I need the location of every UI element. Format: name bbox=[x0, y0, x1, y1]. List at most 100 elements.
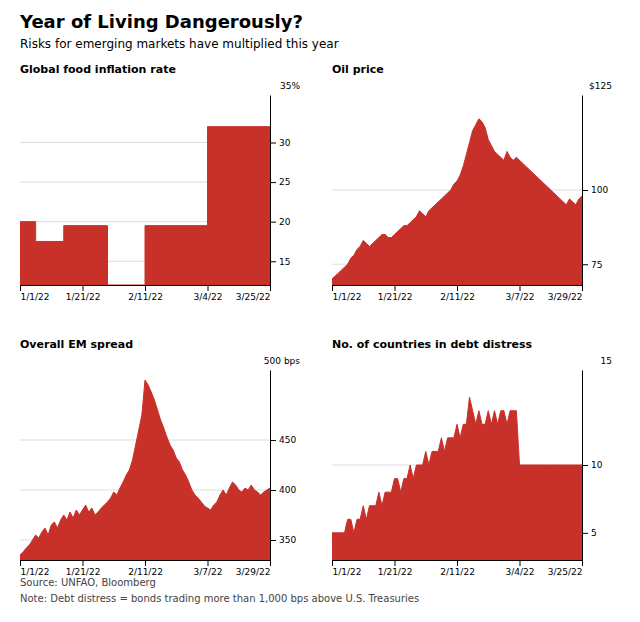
tick-label: 1/1/22 bbox=[21, 292, 50, 302]
tick: 3/4/22 bbox=[506, 560, 535, 577]
x-axis: 1/1/22 1/21/22 2/11/22 3/7/22 3/29/22 bbox=[333, 285, 583, 302]
tick-label: 100 bbox=[591, 185, 608, 195]
y-axis: 75 100 bbox=[582, 96, 608, 286]
tick-mark bbox=[270, 560, 271, 566]
tick-mark bbox=[20, 560, 21, 566]
tick-mark bbox=[520, 285, 521, 291]
tick-label: 15 bbox=[279, 257, 290, 267]
tick: 3/7/22 bbox=[194, 560, 223, 577]
tick-label: 1/21/22 bbox=[66, 567, 101, 577]
tick-mark bbox=[270, 222, 276, 223]
y-axis: 15202530 bbox=[270, 96, 291, 286]
tick-label: 1/1/22 bbox=[333, 567, 362, 577]
tick-label: 75 bbox=[591, 260, 602, 270]
tick-label: 10 bbox=[591, 460, 603, 470]
note: Note: Debt distress = bonds trading more… bbox=[20, 593, 419, 604]
line bbox=[20, 127, 270, 285]
tick-label: 3/7/22 bbox=[194, 567, 223, 577]
tick: 1/1/22 bbox=[333, 560, 362, 577]
y-label: 15 bbox=[601, 356, 612, 366]
tick: 20 bbox=[270, 217, 291, 227]
tick-label: 20 bbox=[279, 217, 291, 227]
tick-label: 1/21/22 bbox=[378, 567, 413, 577]
y-axis: 510 bbox=[582, 371, 603, 561]
tick: 25 bbox=[270, 177, 290, 187]
y-label: $125 bbox=[589, 81, 612, 91]
tick-mark bbox=[395, 285, 396, 291]
marks bbox=[332, 119, 582, 285]
tick-mark bbox=[332, 285, 333, 291]
tick-label: 1/21/22 bbox=[66, 292, 101, 302]
tick-label: 3/25/22 bbox=[236, 292, 271, 302]
title: Year of Living Dangerously? bbox=[19, 11, 303, 32]
y-label: 500 bps bbox=[264, 356, 300, 366]
tick-mark bbox=[270, 143, 276, 144]
tick: 1/1/22 bbox=[21, 560, 50, 577]
area bbox=[332, 397, 582, 560]
axis-line bbox=[270, 96, 271, 286]
tick: 100 bbox=[582, 185, 608, 195]
tick-mark bbox=[208, 285, 209, 291]
tick: 2/11/22 bbox=[440, 285, 475, 302]
tick: 1/21/22 bbox=[66, 560, 101, 577]
tick-mark bbox=[270, 490, 276, 491]
tick: 3/7/22 bbox=[506, 285, 535, 302]
tick-label: 2/11/22 bbox=[440, 567, 475, 577]
tick-mark bbox=[270, 540, 276, 541]
marks bbox=[20, 127, 270, 285]
tick: 3/29/22 bbox=[548, 285, 583, 302]
tick-label: 3/29/22 bbox=[236, 567, 271, 577]
tick-mark bbox=[582, 533, 588, 534]
tick: 450 bbox=[270, 435, 296, 445]
tick: 2/11/22 bbox=[128, 560, 163, 577]
tick: 1/21/22 bbox=[378, 285, 413, 302]
tick-label: 400 bbox=[279, 485, 296, 495]
tick-mark bbox=[582, 264, 588, 265]
tick-mark bbox=[582, 285, 583, 291]
tick-mark bbox=[270, 182, 276, 183]
tick-mark bbox=[582, 465, 588, 466]
tick: 2/11/22 bbox=[440, 560, 475, 577]
tick-label: 3/25/22 bbox=[548, 567, 583, 577]
tick-label: 3/4/22 bbox=[506, 567, 535, 577]
tick-label: 25 bbox=[279, 177, 290, 187]
tick: 1/21/22 bbox=[378, 560, 413, 577]
tick-mark bbox=[270, 440, 276, 441]
tick: 3/25/22 bbox=[236, 285, 271, 302]
y-label: 35% bbox=[280, 81, 300, 91]
tick: 400 bbox=[270, 485, 296, 495]
x-axis: 1/1/22 1/21/22 2/11/22 3/4/22 3/25/22 bbox=[21, 285, 271, 302]
tick: 15 bbox=[270, 257, 290, 267]
tick-label: 3/4/22 bbox=[194, 292, 223, 302]
x-axis: 1/1/22 1/21/22 2/11/22 3/7/22 3/29/22 bbox=[21, 560, 271, 577]
tick-mark bbox=[457, 560, 458, 566]
line bbox=[332, 119, 582, 279]
tick-mark bbox=[332, 560, 333, 566]
marks bbox=[332, 397, 582, 560]
tick-label: 2/11/22 bbox=[128, 292, 163, 302]
tick-label: 2/11/22 bbox=[440, 292, 475, 302]
tick: 1/21/22 bbox=[66, 285, 101, 302]
tick-label: 1/1/22 bbox=[21, 567, 50, 577]
tick: 1/1/22 bbox=[333, 285, 362, 302]
tick-mark bbox=[457, 285, 458, 291]
tick-mark bbox=[395, 560, 396, 566]
panel: 1/1/221/21/222/11/223/7/223/29/2275100Oi… bbox=[332, 63, 612, 302]
tick-label: 1/21/22 bbox=[378, 292, 413, 302]
area bbox=[20, 127, 270, 285]
tick-mark bbox=[145, 560, 146, 566]
tick-label: 350 bbox=[279, 535, 296, 545]
marks bbox=[20, 380, 270, 560]
chart: Year of Living Dangerously?Risks for eme… bbox=[0, 0, 640, 622]
tick-mark bbox=[582, 190, 588, 191]
area bbox=[20, 380, 270, 560]
axis-line bbox=[270, 371, 271, 561]
y-axis: 350 400 450 bbox=[270, 371, 296, 561]
tick: 3/4/22 bbox=[194, 285, 223, 302]
tick: 1/1/22 bbox=[21, 285, 50, 302]
x-axis: 1/1/22 1/21/22 2/11/22 3/4/22 3/25/22 bbox=[333, 560, 583, 577]
line bbox=[20, 380, 270, 555]
tick: 75 bbox=[582, 260, 602, 270]
tick-label: 1/1/22 bbox=[333, 292, 362, 302]
tick-mark bbox=[145, 285, 146, 291]
